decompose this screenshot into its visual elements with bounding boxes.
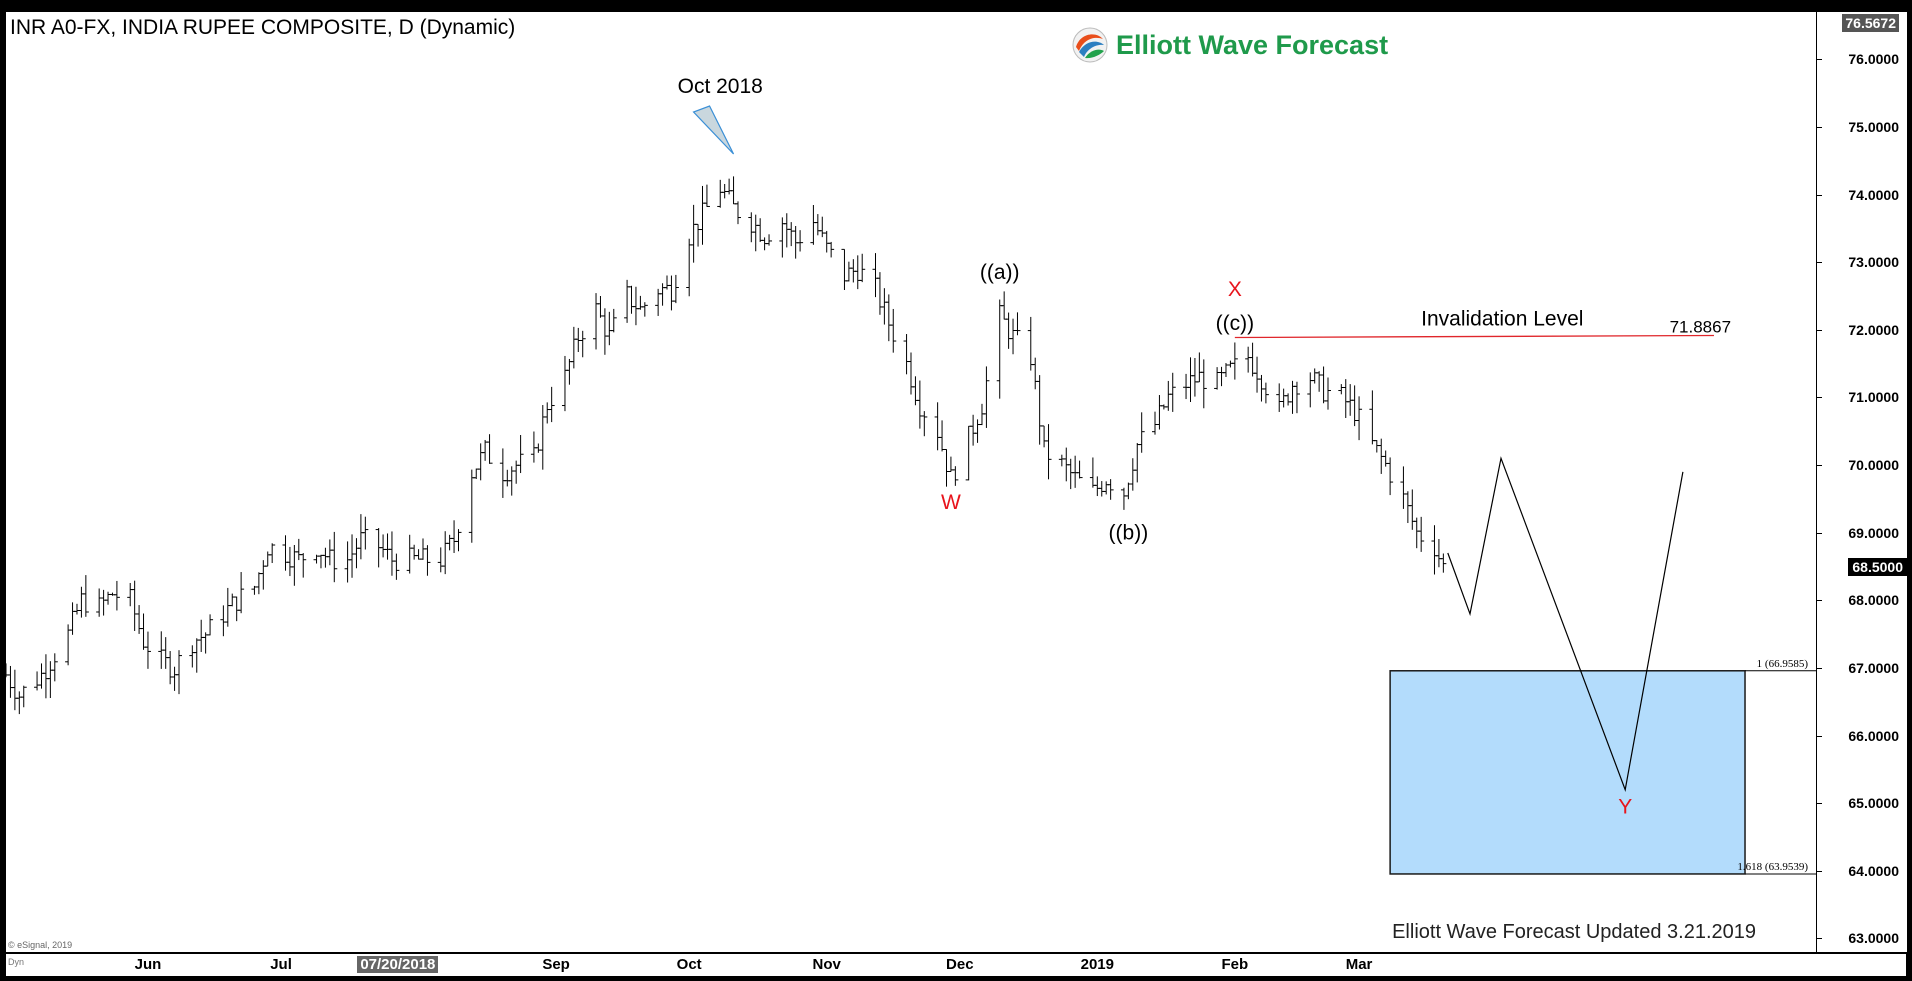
y-tick-label: 64.0000 xyxy=(1848,862,1899,879)
x-tick-label: Jun xyxy=(134,956,162,973)
y-tick-mark xyxy=(1817,59,1822,61)
update-note: Elliott Wave Forecast Updated 3.21.2019 xyxy=(1392,921,1756,943)
y-tick-label: 75.0000 xyxy=(1848,118,1899,135)
y-tick-mark xyxy=(1817,126,1822,128)
y-tick-mark xyxy=(1817,465,1822,467)
y-tick-mark xyxy=(1817,329,1822,331)
wave-label: Oct 2018 xyxy=(678,75,763,98)
wave-label: Y xyxy=(1618,795,1632,818)
x-tick-label: Sep xyxy=(542,956,570,973)
x-tick-label: Nov xyxy=(812,956,841,973)
wave-label: ((c)) xyxy=(1216,312,1254,335)
y-tick-mark xyxy=(1817,397,1822,399)
x-cursor-label: 07/20/2018 xyxy=(357,956,439,973)
y-tick-label: 69.0000 xyxy=(1848,524,1899,541)
y-tick-label: 68.0000 xyxy=(1848,592,1899,609)
y-tick-mark xyxy=(1817,803,1822,805)
y-tick-label: 63.0000 xyxy=(1848,930,1899,947)
price-axis[interactable]: 76.5672 76.0000 75.0000 74.0000 73.0000 72.0… xyxy=(1816,12,1907,952)
y-tick-label: 72.0000 xyxy=(1848,321,1899,338)
invalidation-value: 71.8867 xyxy=(1670,318,1731,337)
y-tick-mark xyxy=(1817,938,1822,940)
fib-1618-label: 1.618 (63.9539) xyxy=(1737,861,1808,873)
y-tick-label: 67.0000 xyxy=(1848,659,1899,676)
price-chart: 1 (66.9585) 1.618 (63.9539) Invalidation L… xyxy=(6,75,1816,875)
y-tick-label: 70.0000 xyxy=(1848,457,1899,474)
y-tick-label: 66.0000 xyxy=(1848,727,1899,744)
y-tick-label: 76.0000 xyxy=(1848,51,1899,68)
y-tick-label: 73.0000 xyxy=(1848,254,1899,271)
y-tick-mark xyxy=(1817,870,1822,872)
x-tick-label: Oct xyxy=(676,956,702,973)
x-tick-label: Mar xyxy=(1345,956,1373,973)
y-axis-top-label: 76.5672 xyxy=(1842,14,1899,32)
time-axis[interactable]: Dyn JunJulAugSepOctNovDec2019FebMar07/20… xyxy=(6,953,1906,976)
y-tick-mark xyxy=(1817,262,1822,264)
peak-pointer-icon xyxy=(692,105,735,155)
wave-label: ((b)) xyxy=(1109,521,1149,544)
x-tick-label: 2019 xyxy=(1080,956,1114,973)
copyright-note: © eSignal, 2019 xyxy=(8,940,73,950)
brand-globe-icon xyxy=(1072,27,1108,63)
y-tick-mark xyxy=(1817,600,1822,602)
chart-title: INR A0-FX, INDIA RUPEE COMPOSITE, D (Dyn… xyxy=(10,16,516,39)
target-zone-box xyxy=(1389,670,1746,875)
y-tick-mark xyxy=(1817,667,1822,669)
y-tick-mark xyxy=(1817,735,1822,737)
invalidation-line xyxy=(1234,334,1714,339)
fib-1-label: 1 (66.9585) xyxy=(1757,658,1809,670)
wave-label: ((a)) xyxy=(980,261,1020,284)
x-tick-label: Dec xyxy=(946,956,974,973)
plot-area[interactable]: 1 (66.9585) 1.618 (63.9539) Invalidation L… xyxy=(6,12,1816,952)
current-price-label: 68.5000 xyxy=(1848,557,1907,576)
y-tick-label: 65.0000 xyxy=(1848,795,1899,812)
y-tick-label: 74.0000 xyxy=(1848,186,1899,203)
x-tick-label: Feb xyxy=(1221,956,1249,973)
brand-logo: Elliott Wave Forecast xyxy=(1070,24,1388,66)
projected-wave-path xyxy=(1447,456,1684,792)
brand-name: Elliott Wave Forecast xyxy=(1116,29,1389,60)
dyn-label: Dyn xyxy=(8,957,25,967)
invalidation-label: Invalidation Level xyxy=(1421,308,1583,331)
y-tick-mark xyxy=(1817,532,1822,534)
wave-label: X xyxy=(1228,278,1242,301)
y-tick-label: 71.0000 xyxy=(1848,389,1899,406)
y-tick-mark xyxy=(1817,194,1822,196)
wave-label: W xyxy=(941,491,961,514)
x-tick-label: Jul xyxy=(270,956,292,973)
